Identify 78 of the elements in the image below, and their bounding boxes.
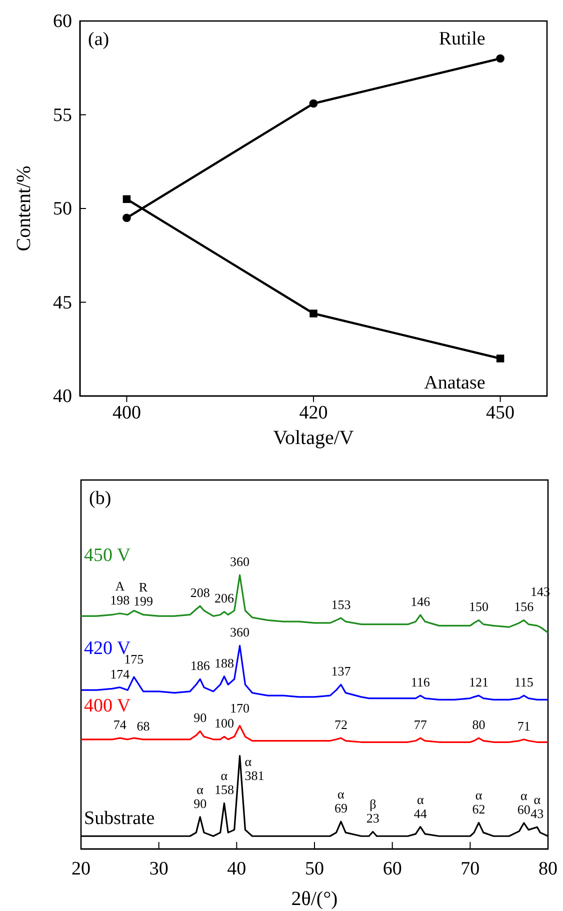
x-tick-label: 40 xyxy=(227,858,246,880)
point xyxy=(309,99,318,108)
point xyxy=(122,195,131,203)
series-label: Anatase xyxy=(424,372,486,394)
annotation: 199 xyxy=(134,594,154,609)
chart-title: (a) xyxy=(88,29,110,50)
annotation: 150 xyxy=(468,599,488,614)
x-tick-label: 70 xyxy=(460,858,480,880)
annotation: A xyxy=(115,578,126,594)
x-tick-label: 420 xyxy=(299,402,328,424)
point xyxy=(496,354,504,362)
y-tick-label: 55 xyxy=(53,104,72,126)
annotation: 77 xyxy=(414,717,428,732)
x-tick-label: 30 xyxy=(149,858,168,880)
annotation: α xyxy=(416,792,424,807)
series-label: Substrate xyxy=(84,808,155,830)
annotation: α xyxy=(196,782,204,797)
annotation: α xyxy=(244,754,252,769)
y-tick-label: 40 xyxy=(53,386,72,408)
x-tick-label: 400 xyxy=(112,402,141,424)
annotation: 158 xyxy=(214,782,234,798)
annotation: 208 xyxy=(190,584,210,600)
annotation: α xyxy=(220,768,228,784)
annotation: 44 xyxy=(414,806,428,821)
y-tick-label: 45 xyxy=(53,292,72,314)
y-axis-title: Content/% xyxy=(13,166,35,252)
x-tick-label: 20 xyxy=(72,858,90,880)
annotation: 153 xyxy=(331,597,351,612)
annotation: 116 xyxy=(410,674,430,690)
x-axis-title: 2θ/(°) xyxy=(291,888,338,910)
point xyxy=(310,310,318,318)
y-tick-label: 60 xyxy=(53,11,72,32)
point xyxy=(496,54,504,63)
annotation: 188 xyxy=(214,655,234,670)
y-tick-label: 50 xyxy=(53,198,72,220)
annotation: 198 xyxy=(110,592,130,608)
annotation: R xyxy=(138,580,148,595)
annotation: 62 xyxy=(472,802,486,817)
x-tick-label: 50 xyxy=(305,858,324,880)
annotation: 71 xyxy=(517,718,530,734)
annotation: α xyxy=(475,788,482,803)
annotation: α xyxy=(338,786,345,802)
x-axis-title: Voltage/V xyxy=(273,427,354,449)
annotation: 156 xyxy=(514,599,534,614)
annotation: 90 xyxy=(194,710,207,726)
annotation: 90 xyxy=(194,796,207,811)
annotation: 43 xyxy=(530,806,544,822)
annotation: 100 xyxy=(214,716,234,731)
annotation: 174 xyxy=(110,666,130,682)
annotation: 80 xyxy=(472,717,486,732)
annotation: 69 xyxy=(334,800,348,816)
annotation: 121 xyxy=(468,674,488,690)
chart-title: (b) xyxy=(89,488,112,509)
annotation: 23 xyxy=(366,810,380,826)
annotation: 360 xyxy=(230,554,250,569)
annotation: 137 xyxy=(331,664,352,679)
annotation: 381 xyxy=(244,768,264,783)
series-label: Rutile xyxy=(438,28,486,50)
annotation: 206 xyxy=(214,590,234,606)
annotation: 74 xyxy=(113,717,127,732)
annotation: 170 xyxy=(230,700,250,716)
point xyxy=(122,214,131,222)
annotation: 72 xyxy=(334,717,348,732)
x-tick-label: 80 xyxy=(538,858,558,880)
series-label: 400 V xyxy=(84,695,131,716)
annotation: 60 xyxy=(517,802,530,817)
x-tick-label: 60 xyxy=(382,858,402,880)
annotation: β xyxy=(370,796,377,812)
annotation: 68 xyxy=(136,718,150,734)
annotation: 146 xyxy=(410,594,431,610)
annotation: α xyxy=(520,788,528,803)
annotation: 360 xyxy=(230,624,250,640)
annotation: 115 xyxy=(514,674,534,690)
annotation: α xyxy=(534,792,541,808)
text: 450 V xyxy=(84,545,131,566)
annotation: 186 xyxy=(190,658,210,674)
x-tick-label: 450 xyxy=(486,402,515,424)
annotation: 175 xyxy=(124,651,144,666)
